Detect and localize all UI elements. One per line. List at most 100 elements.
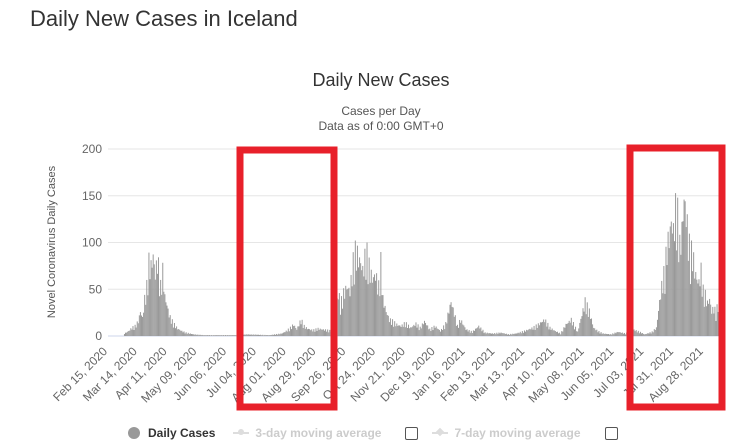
legend-item-7day-average[interactable]: 7-day moving average [432, 426, 581, 440]
bar [230, 335, 232, 336]
bar [496, 332, 498, 336]
bar [169, 315, 171, 336]
bar [418, 330, 420, 336]
bar [638, 333, 640, 336]
bar [337, 299, 339, 336]
bar [548, 329, 550, 336]
bar [556, 331, 558, 336]
bar [545, 319, 547, 336]
bar [177, 329, 179, 336]
bar [300, 324, 302, 336]
y-tick-labels: 0 50 100 150 200 [82, 142, 102, 343]
bar [512, 333, 514, 336]
bar [684, 201, 686, 336]
bar [604, 333, 606, 336]
bar [700, 262, 702, 336]
checkbox-7day-average[interactable] [604, 426, 618, 440]
bar [617, 332, 619, 336]
bar [203, 335, 205, 336]
bar [130, 328, 132, 336]
bar [387, 315, 389, 336]
bar [455, 325, 457, 336]
bar [716, 304, 718, 336]
bar [233, 335, 235, 336]
bar [546, 326, 548, 336]
legend-label-daily-cases: Daily Cases [148, 426, 216, 440]
bar [573, 329, 575, 336]
bar [508, 334, 510, 336]
bar [578, 328, 580, 336]
bar [339, 314, 341, 336]
bar [421, 323, 423, 336]
bar [415, 322, 417, 336]
bar [622, 333, 624, 336]
bar [662, 293, 664, 336]
bar [288, 331, 290, 336]
bar [393, 326, 395, 336]
bar [181, 330, 183, 336]
bar [183, 331, 185, 336]
bar [495, 334, 497, 336]
bar [527, 330, 529, 336]
bar [634, 331, 636, 336]
bar [172, 327, 174, 336]
bar [202, 335, 204, 336]
bar [278, 333, 280, 336]
bar [235, 335, 237, 336]
bar [127, 331, 129, 336]
bar [449, 304, 451, 336]
bar [405, 322, 407, 336]
bar [664, 293, 666, 336]
bar [384, 305, 386, 336]
bar [648, 333, 650, 336]
bar [434, 327, 436, 336]
bar [712, 306, 714, 336]
chart-title: Daily New Cases [312, 70, 449, 90]
bar [552, 330, 554, 336]
bar [277, 334, 279, 336]
bar [509, 334, 511, 336]
bar [137, 323, 139, 336]
page-title: Daily New Cases in Iceland [30, 6, 298, 31]
bar [426, 325, 428, 336]
bar [409, 328, 411, 336]
legend-line-icon [233, 429, 250, 435]
bar [646, 333, 648, 336]
bar [672, 223, 674, 336]
bar [447, 312, 449, 336]
bar [413, 324, 415, 336]
bar [391, 324, 392, 336]
bar [296, 329, 298, 336]
bar [229, 335, 231, 336]
bar [553, 330, 555, 336]
legend-item-3day-average[interactable]: 3-day moving average [233, 426, 381, 440]
bar [189, 333, 191, 336]
checkbox-3day-average[interactable] [405, 426, 419, 440]
bar [289, 326, 291, 336]
bar [303, 324, 305, 336]
bar [403, 322, 405, 336]
bar [379, 296, 381, 336]
bar [360, 263, 362, 336]
bar [588, 308, 590, 336]
bar [437, 329, 439, 336]
bar [264, 334, 266, 336]
bar [160, 279, 162, 336]
legend-item-daily-cases[interactable]: Daily Cases [128, 426, 215, 440]
bar [309, 329, 311, 336]
bar [713, 313, 715, 336]
bar [479, 328, 481, 336]
bar [554, 331, 556, 336]
bar [126, 332, 128, 336]
bar [154, 279, 156, 336]
bar [597, 332, 599, 336]
bar [601, 333, 603, 336]
bar [402, 326, 404, 336]
bar [621, 332, 623, 336]
bar [394, 321, 396, 336]
bar [412, 326, 414, 336]
bar [620, 332, 622, 336]
bar [698, 279, 700, 336]
bar [205, 335, 207, 336]
bar [661, 280, 663, 336]
